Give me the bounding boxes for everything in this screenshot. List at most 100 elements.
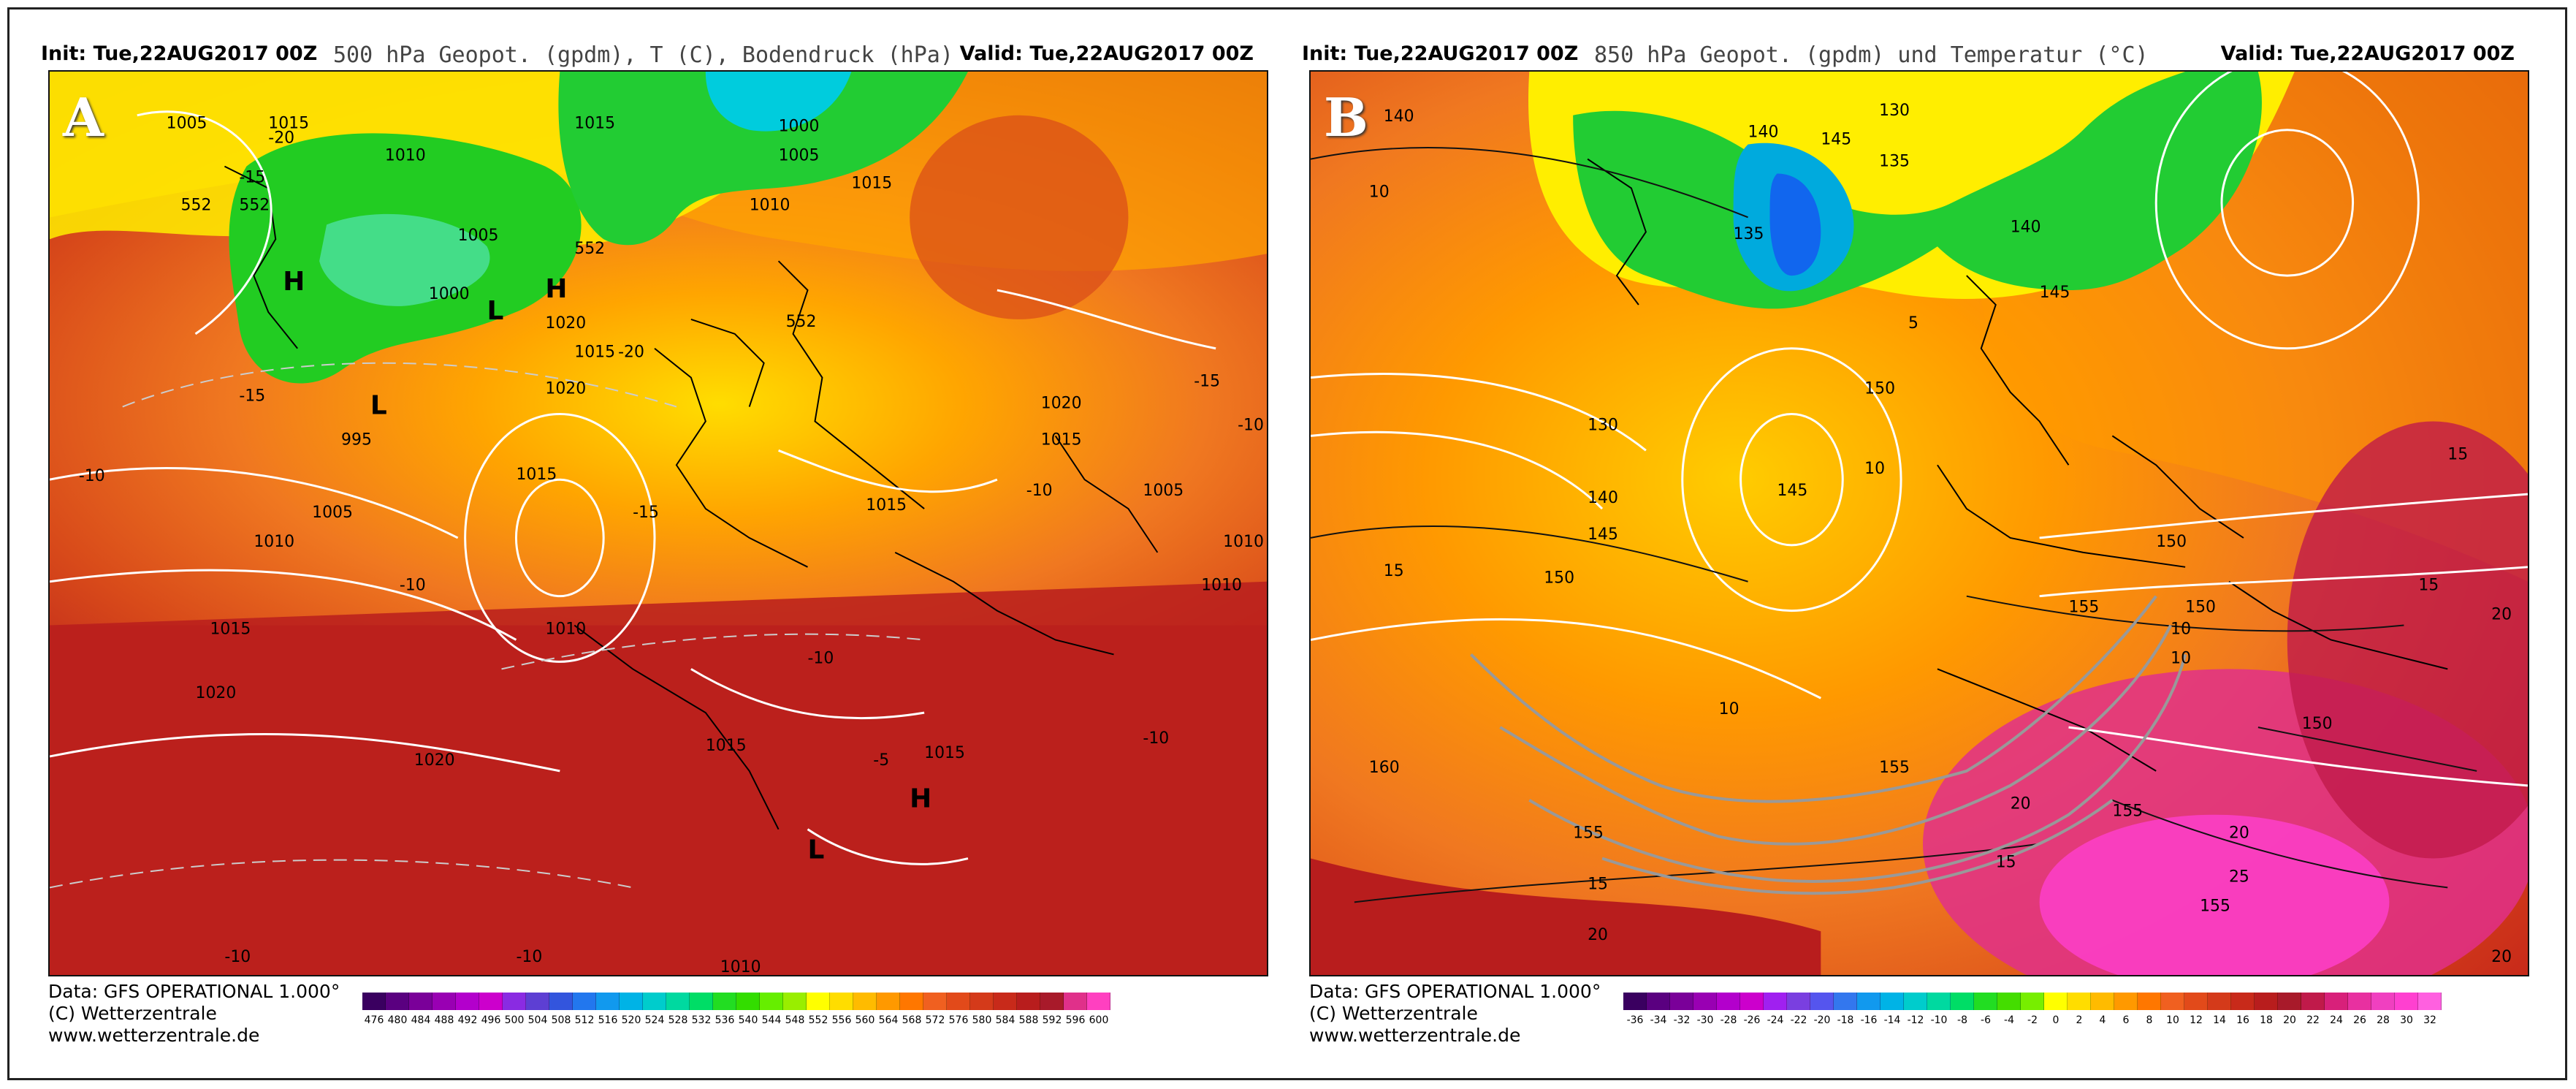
label-150-c: 150	[2156, 533, 2187, 551]
colorbar-tick-label: 540	[738, 1014, 758, 1026]
colorbar-swatch	[2021, 993, 2044, 1010]
label-130-a: 130	[1879, 102, 1910, 120]
colorbar-swatch	[1810, 993, 1834, 1010]
colorbar-tick-label: 556	[831, 1014, 852, 1026]
colorbar-tick-label: -18	[1837, 1014, 1854, 1026]
label-552-b: 552	[239, 196, 270, 214]
panel-b: Init: Tue,22AUG2017 00Z 850 hPa Geopot. …	[1295, 29, 2529, 1082]
panel-a-init: Init: Tue,22AUG2017 00Z	[41, 42, 318, 65]
label-t-15-d: -15	[1194, 373, 1220, 391]
colorbar-tick-label: -34	[1650, 1014, 1667, 1026]
label-1005-c: 1005	[458, 227, 499, 245]
label-145-b: 145	[2040, 284, 2070, 302]
colorbar-swatch	[1040, 993, 1064, 1010]
label-1015-c: 1015	[851, 174, 892, 192]
panel-b-trajectory-arrows	[1470, 595, 2187, 895]
panel-b-deep-blue	[1769, 173, 1821, 276]
colorbar-tick-label: 560	[855, 1014, 875, 1026]
colorbar-tick-label: -36	[1626, 1014, 1644, 1026]
label-155-b: 155	[1573, 824, 1604, 843]
label-t-10-e: -10	[1238, 416, 1264, 434]
label-b-t-10-e: 10	[2171, 621, 2191, 639]
colorbar-swatch	[1880, 993, 1904, 1010]
label-b-t-15-b: 15	[1588, 875, 1608, 893]
colorbar-swatch	[900, 993, 923, 1010]
label-160: 160	[1369, 759, 1400, 777]
panel-b-credits: Data: GFS OPERATIONAL 1.000° (C) Wetterz…	[1309, 981, 1601, 1047]
colorbar-swatch	[456, 993, 479, 1010]
colorbar-swatch	[573, 993, 596, 1010]
colorbar-swatch	[386, 993, 409, 1010]
panel-b-init: Init: Tue,22AUG2017 00Z	[1302, 42, 1579, 65]
panel-a-valid: Valid: Tue,22AUG2017 00Z	[959, 42, 1254, 65]
colorbar-tick-label: 596	[1065, 1014, 1086, 1026]
label-155-e: 155	[2200, 897, 2230, 915]
panel-b-label-temperature: 10 5 15 10 10 15 10 20 15 20 15 20 25 20…	[1369, 183, 2512, 966]
label-1020-a: 1020	[545, 314, 586, 333]
colorbar-tick-label: 30	[2400, 1014, 2413, 1026]
label-145-d: 145	[1777, 482, 1807, 500]
label-b-t-10-b: 10	[1864, 460, 1885, 478]
colorbar-tick-label: 16	[2236, 1014, 2249, 1026]
colorbar-tick-label: 576	[948, 1014, 969, 1026]
colorbar-tick-label: 28	[2377, 1014, 2390, 1026]
colorbar-swatch	[1974, 993, 1997, 1010]
colorbar-tick-label: 600	[1089, 1014, 1109, 1026]
panel-b-title: 850 hPa Geopot. (gpdm) und Temperatur (°…	[1594, 42, 2149, 68]
panel-a-map-svg: 1005 1015 1010 1015 1000 1005 1010 1015 …	[50, 72, 1267, 975]
label-155-a: 155	[2069, 599, 2100, 617]
panel-b-height-contours	[1311, 72, 2528, 787]
label-t-10-h: -10	[516, 948, 542, 966]
colorbar-tick-label: -16	[1860, 1014, 1878, 1026]
panel-a-credit-data: Data: GFS OPERATIONAL 1.000°	[48, 981, 340, 1002]
colorbar-swatch	[409, 993, 432, 1010]
colorbar-swatch	[2395, 993, 2418, 1010]
panel-a-pressure-centers: H H H L L L	[283, 267, 931, 865]
label-1000-b: 1000	[429, 285, 470, 303]
colorbar-swatch	[2184, 993, 2208, 1010]
label-1015-a: 1015	[268, 115, 309, 133]
colorbar-swatch	[2208, 993, 2231, 1010]
colorbar-swatch	[2138, 993, 2161, 1010]
colorbar-tick-label: 496	[481, 1014, 501, 1026]
label-145-c: 145	[1588, 525, 1618, 544]
colorbar-swatch	[2325, 993, 2348, 1010]
colorbar-tick-label: 18	[2260, 1014, 2273, 1026]
panel-b-colorbar-swatches	[1623, 993, 2442, 1010]
colorbar-tick-label: 14	[2213, 1014, 2226, 1026]
colorbar-tick-label: 572	[925, 1014, 945, 1026]
colorbar-tick-label: -14	[1883, 1014, 1901, 1026]
label-t-10-d: -10	[1026, 482, 1053, 500]
colorbar-tick-label: 544	[761, 1014, 782, 1026]
panel-a-credit-copyright: (C) Wetterzentrale	[48, 1003, 217, 1024]
label-140-d: 140	[1588, 489, 1618, 507]
colorbar-swatch	[1787, 993, 1810, 1010]
label-1005-e: 1005	[1143, 482, 1184, 500]
colorbar-tick-label: 0	[2052, 1014, 2059, 1026]
panel-b-map-svg: 140 130 135 140 145 135 140 145 130 150 …	[1311, 72, 2528, 975]
label-b-t-20-a: 20	[1588, 926, 1608, 944]
colorbar-swatch	[2418, 993, 2442, 1010]
colorbar-tick-label: 26	[2353, 1014, 2366, 1026]
label-t-15-a: -15	[239, 169, 265, 187]
panel-b-letter: B	[1324, 86, 1368, 148]
low-marker-b: L	[370, 390, 387, 420]
colorbar-swatch	[760, 993, 783, 1010]
colorbar-swatch	[1693, 993, 1717, 1010]
panel-b-label-geopotential: 140 130 135 140 145 135 140 145 130 150 …	[1369, 102, 2333, 915]
label-1000-a: 1000	[779, 118, 820, 136]
colorbar-tick-label: 516	[598, 1014, 618, 1026]
colorbar-swatch	[1623, 993, 1647, 1010]
label-t-10-f: -10	[1143, 729, 1169, 748]
colorbar-tick-label: 10	[2166, 1014, 2179, 1026]
colorbar-swatch	[643, 993, 666, 1010]
label-t-20-a: -20	[268, 129, 294, 148]
colorbar-swatch	[970, 993, 994, 1010]
colorbar-tick-label: 492	[457, 1014, 478, 1026]
label-1015-j: 1015	[924, 744, 965, 762]
colorbar-swatch	[783, 993, 807, 1010]
label-1020-b: 1020	[545, 380, 586, 398]
label-140-b: 140	[1748, 124, 1779, 142]
label-b-t-5: 5	[1908, 314, 1918, 333]
label-b-t-20-b: 20	[2011, 795, 2031, 813]
